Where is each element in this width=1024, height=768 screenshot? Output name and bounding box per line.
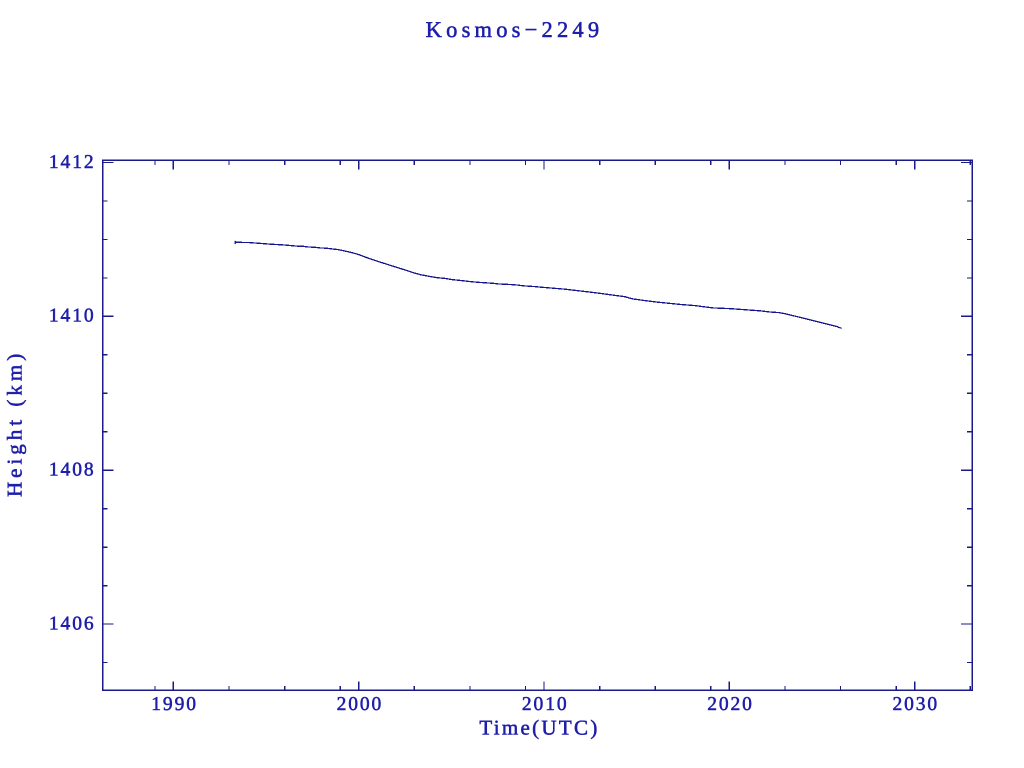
svg-text:Kosmos−2249: Kosmos−2249 [426, 17, 604, 42]
svg-text:1412: 1412 [49, 152, 96, 173]
svg-text:2000: 2000 [337, 694, 384, 715]
svg-text:2030: 2030 [892, 694, 939, 715]
svg-text:Time(UTC): Time(UTC) [479, 716, 599, 740]
svg-text:1408: 1408 [49, 460, 96, 481]
svg-text:1990: 1990 [151, 694, 198, 715]
svg-text:1406: 1406 [49, 613, 96, 634]
svg-text:1410: 1410 [49, 306, 96, 327]
svg-text:2020: 2020 [707, 694, 754, 715]
svg-text:2010: 2010 [522, 694, 569, 715]
svg-text:Height (km): Height (km) [3, 350, 27, 497]
